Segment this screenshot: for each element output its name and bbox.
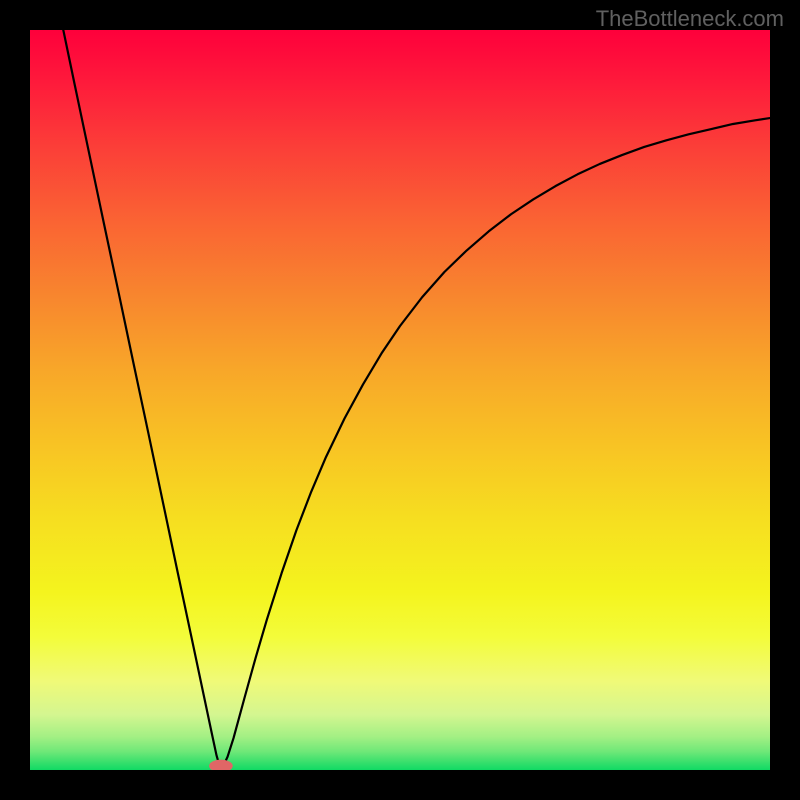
- watermark-text: TheBottleneck.com: [596, 6, 784, 32]
- plot-svg: [30, 30, 770, 770]
- plot-area: [30, 30, 770, 770]
- figure-container: TheBottleneck.com: [0, 0, 800, 800]
